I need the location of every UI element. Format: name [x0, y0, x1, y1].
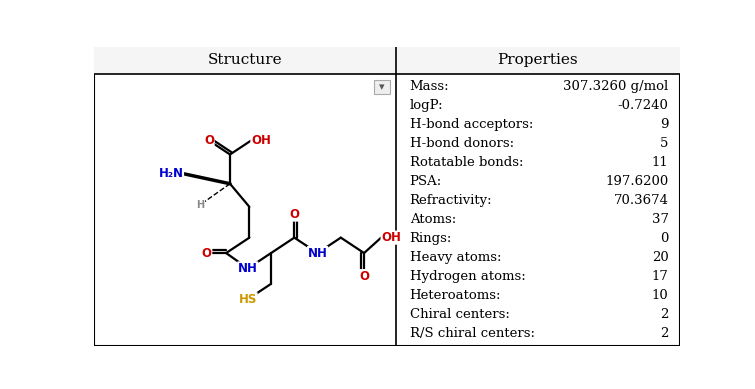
Text: 0: 0	[661, 232, 669, 245]
Text: 11: 11	[652, 156, 669, 169]
Text: Refractivity:: Refractivity:	[410, 194, 492, 207]
Text: -0.7240: -0.7240	[618, 98, 669, 112]
Text: Chiral centers:: Chiral centers:	[410, 308, 510, 321]
Text: 2: 2	[661, 308, 669, 321]
Text: Properties: Properties	[498, 53, 578, 67]
Text: H-bond donors:: H-bond donors:	[410, 137, 514, 150]
Text: 9: 9	[660, 117, 669, 131]
Text: R/S chiral centers:: R/S chiral centers:	[410, 327, 535, 340]
Text: O: O	[289, 208, 299, 221]
Text: Hydrogen atoms:: Hydrogen atoms:	[410, 270, 525, 283]
Text: O: O	[202, 247, 211, 259]
Text: 197.6200: 197.6200	[606, 175, 669, 188]
Text: O: O	[204, 134, 214, 147]
Text: 17: 17	[652, 270, 669, 283]
Text: OH: OH	[251, 134, 271, 147]
Text: Heavy atoms:: Heavy atoms:	[410, 251, 501, 264]
Text: Rotatable bonds:: Rotatable bonds:	[410, 156, 523, 169]
Text: ▾: ▾	[379, 82, 384, 92]
Text: NH: NH	[238, 262, 257, 275]
Text: 70.3674: 70.3674	[614, 194, 669, 207]
Text: 37: 37	[652, 213, 669, 226]
Text: N: N	[313, 247, 322, 259]
Text: Atoms:: Atoms:	[410, 213, 456, 226]
Text: OH: OH	[381, 231, 401, 244]
Text: 20: 20	[652, 251, 669, 264]
Bar	[374, 80, 390, 94]
Text: Rings:: Rings:	[410, 232, 452, 245]
Text: H-bond acceptors:: H-bond acceptors:	[410, 117, 533, 131]
Text: HS: HS	[239, 293, 257, 306]
Text: Mass:: Mass:	[410, 79, 449, 93]
Text: H: H	[196, 200, 205, 210]
Bar	[94, 47, 680, 74]
Text: Heteroatoms:: Heteroatoms:	[410, 289, 501, 302]
Text: logP:: logP:	[410, 98, 443, 112]
Text: 10: 10	[652, 289, 669, 302]
Text: 307.3260 g/mol: 307.3260 g/mol	[563, 79, 669, 93]
Text: O: O	[359, 270, 369, 283]
Text: 5: 5	[661, 137, 669, 150]
Text: NH: NH	[307, 247, 328, 259]
Text: H₂N: H₂N	[159, 167, 183, 180]
Text: Structure: Structure	[208, 53, 282, 67]
Text: PSA:: PSA:	[410, 175, 442, 188]
Text: 2: 2	[661, 327, 669, 340]
